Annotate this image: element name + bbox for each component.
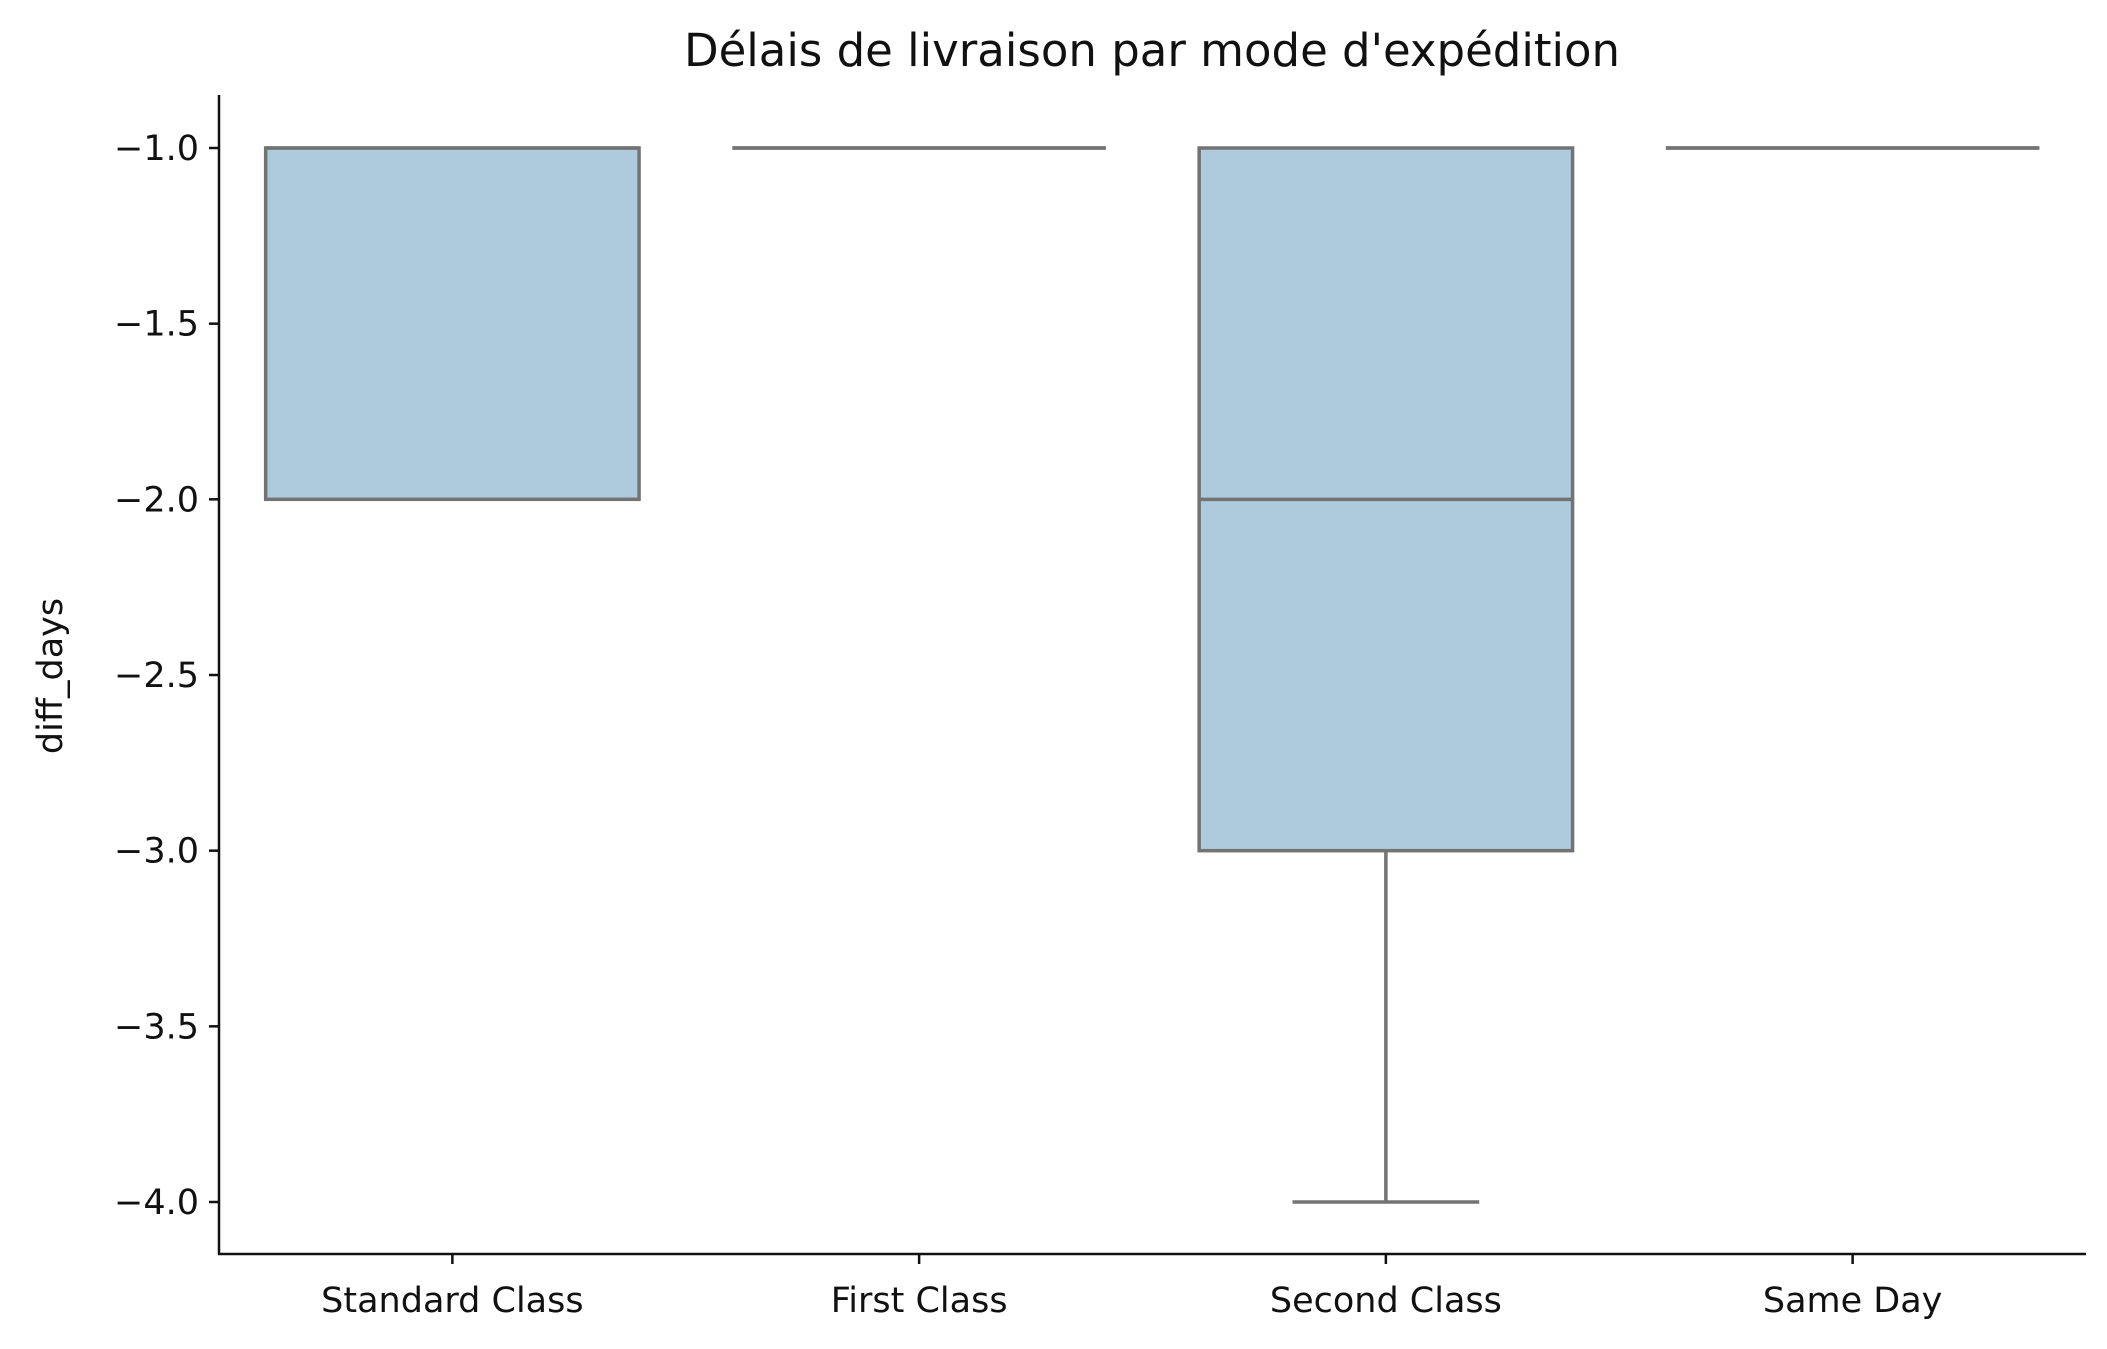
x-axis-ticks: Standard Class First Class Second Class Sam… (321, 1254, 1942, 1321)
chart-title: Délais de livraison par mode d'expéditio… (684, 24, 1620, 77)
y-tick-label: −2.0 (114, 480, 199, 520)
y-tick-label: −3.5 (114, 1007, 199, 1047)
box-standard-class (263, 146, 641, 502)
y-tick-label: −1.5 (114, 305, 199, 345)
box-second-class (1197, 146, 1575, 1204)
y-tick-label: −2.5 (114, 656, 199, 696)
y-tick-label: −3.0 (114, 832, 199, 872)
y-tick-label: −4.0 (114, 1183, 199, 1223)
box-body (263, 146, 641, 502)
x-tick-label: Second Class (1270, 1281, 1502, 1321)
y-axis-ticks: −1.0 −1.5 −2.0 −2.5 −3.0 −3.5 −4.0 (114, 129, 219, 1223)
x-tick-label: Standard Class (321, 1281, 583, 1321)
y-tick-label: −1.0 (114, 129, 199, 169)
y-axis-label: diff_days (31, 598, 71, 754)
box-series (263, 146, 2040, 1204)
x-tick-label: Same Day (1763, 1281, 1943, 1321)
x-tick-label: First Class (831, 1281, 1008, 1321)
